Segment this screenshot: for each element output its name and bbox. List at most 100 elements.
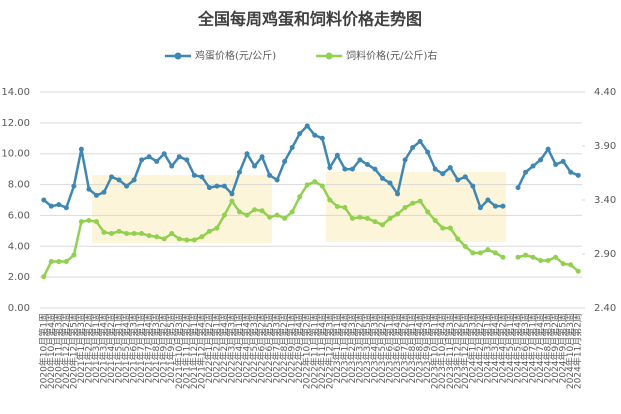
point [349,166,355,172]
point [131,177,137,183]
point [86,218,92,224]
point [530,163,536,169]
point [515,185,521,191]
point [206,228,212,234]
point [470,183,476,189]
x-tick-label: 2021年5月第1周 [113,313,125,383]
point [515,254,521,260]
point [274,177,280,183]
x-tick-label: 2022年4月第4周 [241,313,253,383]
point [500,254,506,260]
point [191,172,197,178]
point [417,138,423,144]
point [184,157,190,163]
x-tick-label: 2020年10月第1周 [37,313,49,389]
point [101,229,107,235]
x-tick-label: 2023年3月第5周 [361,313,373,383]
y-tick-label: 12.00 [1,118,30,129]
point [206,185,212,191]
point [545,257,551,263]
point [447,165,453,171]
x-tick-label: 2023年9月第3周 [421,313,433,383]
x-tick-label: 2024年7月第1周 [527,313,539,383]
point [244,151,250,157]
point [236,209,242,215]
x-tick-label: 2024年3月第1周 [481,313,493,383]
point [146,233,152,239]
x-tick-label: 2022年12月第3周 [323,313,335,389]
point [252,207,258,213]
point [349,215,355,221]
x-tick-label: 2022年5月第3周 [248,313,260,383]
point [252,163,258,169]
x-tick-label: 2021年3月第4周 [97,313,109,383]
point [229,198,235,204]
point [199,174,205,180]
point [425,149,431,155]
x-tick-label: 2023年10月第1周 [429,313,441,389]
point [41,197,47,203]
point [402,205,408,211]
y-tick-label: 2.00 [8,272,30,283]
point [78,219,84,225]
point [334,203,340,209]
x-tick-label: 2021年4月第2周 [105,313,117,383]
x-tick-label: 2024年6月第3周 [519,313,531,383]
point [357,157,363,163]
point [492,250,498,256]
watermark-box [326,172,506,242]
point [380,222,386,228]
point [176,154,182,160]
x-tick-label: 2022年2月第1周 [210,313,222,383]
y-tick-label: 0.00 [8,303,30,314]
point [364,162,370,168]
point [169,163,175,169]
point [327,165,333,171]
point [56,202,62,208]
x-tick-label: 2023年1月第4周 [338,313,350,383]
point [259,154,265,160]
point [410,145,416,151]
point [417,198,423,204]
point [462,174,468,180]
x-tick-label: 2022年9月第1周 [286,313,298,383]
point [131,230,137,236]
point [560,158,566,164]
y2-tick-label: 3.40 [594,195,616,206]
point [477,205,483,211]
point [523,252,529,258]
point [462,243,468,249]
point [432,218,438,224]
point [410,200,416,206]
x-tick-label: 2021年12月第1周 [188,313,200,389]
point [214,225,220,231]
point [289,209,295,215]
point [545,146,551,152]
point [221,183,227,189]
point [289,145,295,151]
point [146,154,152,160]
point [63,205,69,211]
point [485,197,491,203]
x-tick-label: 2023年7月第2周 [399,313,411,383]
x-tick-label: 2021年7月第4周 [143,313,155,383]
point [297,131,303,137]
x-tick-label: 2021年9月第2周 [158,313,170,383]
y2-tick-label: 4.40 [594,87,616,98]
x-tick-label: 2023年1月第1周 [331,313,343,383]
x-tick-label: 2023年5月第2周 [376,313,388,383]
point [477,250,483,256]
point [440,171,446,177]
legend-marker [325,52,333,60]
x-tick-label: 2023年8月第4周 [414,313,426,383]
point [161,151,167,157]
x-tick-label: 2024年5月第1周 [504,313,516,383]
point [575,268,581,274]
point [372,166,378,172]
point [297,194,303,200]
point [372,219,378,225]
x-tick-label: 2022年10月第2周 [301,313,313,389]
x-tick-label: 2021年11月第2周 [180,313,192,389]
x-tick-label: 2021年8月第3周 [150,313,162,383]
point [568,262,574,268]
